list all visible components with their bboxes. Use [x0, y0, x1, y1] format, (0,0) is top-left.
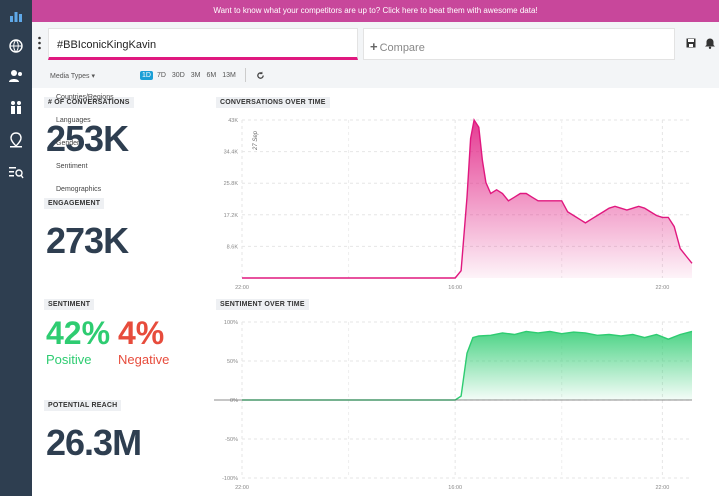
sentiment-chart-title: SENTIMENT OVER TIME: [216, 299, 309, 310]
range-6m[interactable]: 6M: [206, 72, 217, 79]
menu-item-demographics[interactable]: Demographics: [56, 186, 102, 193]
bell-icon[interactable]: [705, 38, 715, 49]
x-tick-label: 16:00: [448, 285, 462, 291]
y-tick-label: 17.2K: [224, 213, 239, 219]
media-types-dropdown[interactable]: Media Types ▾: [50, 72, 95, 80]
refresh-icon[interactable]: [256, 71, 265, 80]
series-area: [242, 331, 692, 400]
y-tick-label: 8.6K: [227, 244, 239, 250]
reach-label: POTENTIAL REACH: [44, 400, 122, 411]
sidebar: [0, 0, 32, 496]
y-tick-label: 100%: [224, 320, 238, 326]
range-7d[interactable]: 7D: [156, 72, 166, 79]
kebab-icon[interactable]: [38, 36, 41, 50]
filter-bar: Media Types ▾ 1D 7D 30D 3M 6M 13M: [32, 64, 719, 88]
users-icon[interactable]: [8, 68, 24, 84]
menu-item-countries-regions[interactable]: Countries/Regions: [56, 94, 114, 101]
menu-item-sentiment[interactable]: Sentiment: [56, 163, 88, 170]
x-tick-label: 16:00: [448, 485, 462, 491]
search-list-icon[interactable]: [8, 164, 24, 180]
divider: [245, 68, 246, 82]
conversations-chart: 8.6K 17.2K 25.8K 34.4K 43K 22:00 16:00 22:00 27 …: [224, 118, 693, 291]
conversations-value: 253K: [46, 118, 129, 159]
range-13m[interactable]: 13M: [222, 72, 236, 79]
sentiment-chart: -100% -50% 0% 50% 100% 22:00 16:00 22:00: [214, 320, 693, 491]
conversations-label: # OF CONVERSATIONS: [44, 97, 134, 108]
media-types-label: Media Types: [50, 73, 90, 80]
compare-input[interactable]: + Compare: [363, 28, 675, 60]
globe-icon[interactable]: [8, 38, 24, 54]
x-tick-label: 22:00: [235, 285, 249, 291]
y-tick-label: 25.8K: [224, 181, 239, 187]
search-input[interactable]: #BBIconicKingKavin: [48, 28, 358, 60]
range-30d[interactable]: 30D: [171, 72, 185, 79]
plus-icon: +: [370, 39, 378, 54]
y-tick-label: 34.4K: [224, 150, 239, 156]
toolbar: #BBIconicKingKavin + Compare: [32, 22, 719, 64]
menu-item-languages[interactable]: Languages: [56, 117, 91, 124]
positive-value: 42%: [46, 315, 111, 351]
date-annotation: 27 Sep: [253, 130, 259, 151]
location-icon[interactable]: [8, 132, 24, 148]
engagement-label: ENGAGEMENT: [44, 198, 105, 209]
y-tick-label: 0%: [230, 398, 238, 404]
y-tick-label: -100%: [222, 476, 238, 482]
positive-label: Positive: [46, 352, 92, 367]
range-selector: 1D 7D 30D 3M 6M 13M: [140, 71, 240, 80]
series-line: [242, 118, 693, 279]
reach-value: 26.3M: [46, 422, 142, 463]
people-icon[interactable]: [8, 100, 24, 116]
negative-value: 4%: [118, 315, 165, 351]
negative-label: Negative: [118, 352, 170, 367]
sentiment-label: SENTIMENT: [44, 299, 95, 310]
x-tick-label: 22:00: [656, 485, 670, 491]
promo-banner[interactable]: Want to know what your competitors are u…: [32, 0, 719, 22]
compare-placeholder: Compare: [379, 42, 425, 54]
y-tick-label: 50%: [227, 359, 238, 365]
menu-item-gender[interactable]: Gender: [56, 140, 80, 147]
range-3m[interactable]: 3M: [190, 72, 201, 79]
bar-chart-icon[interactable]: [8, 8, 24, 24]
y-tick-label: 43K: [228, 118, 238, 124]
engagement-value: 273K: [46, 220, 129, 261]
conversations-chart-title: CONVERSATIONS OVER TIME: [216, 97, 330, 108]
x-tick-label: 22:00: [656, 285, 670, 291]
save-icon[interactable]: [686, 38, 696, 48]
x-tick-label: 22:00: [235, 485, 249, 491]
caret-down-icon: ▾: [91, 73, 96, 80]
y-tick-label: -50%: [225, 437, 238, 443]
range-1d[interactable]: 1D: [140, 71, 153, 80]
